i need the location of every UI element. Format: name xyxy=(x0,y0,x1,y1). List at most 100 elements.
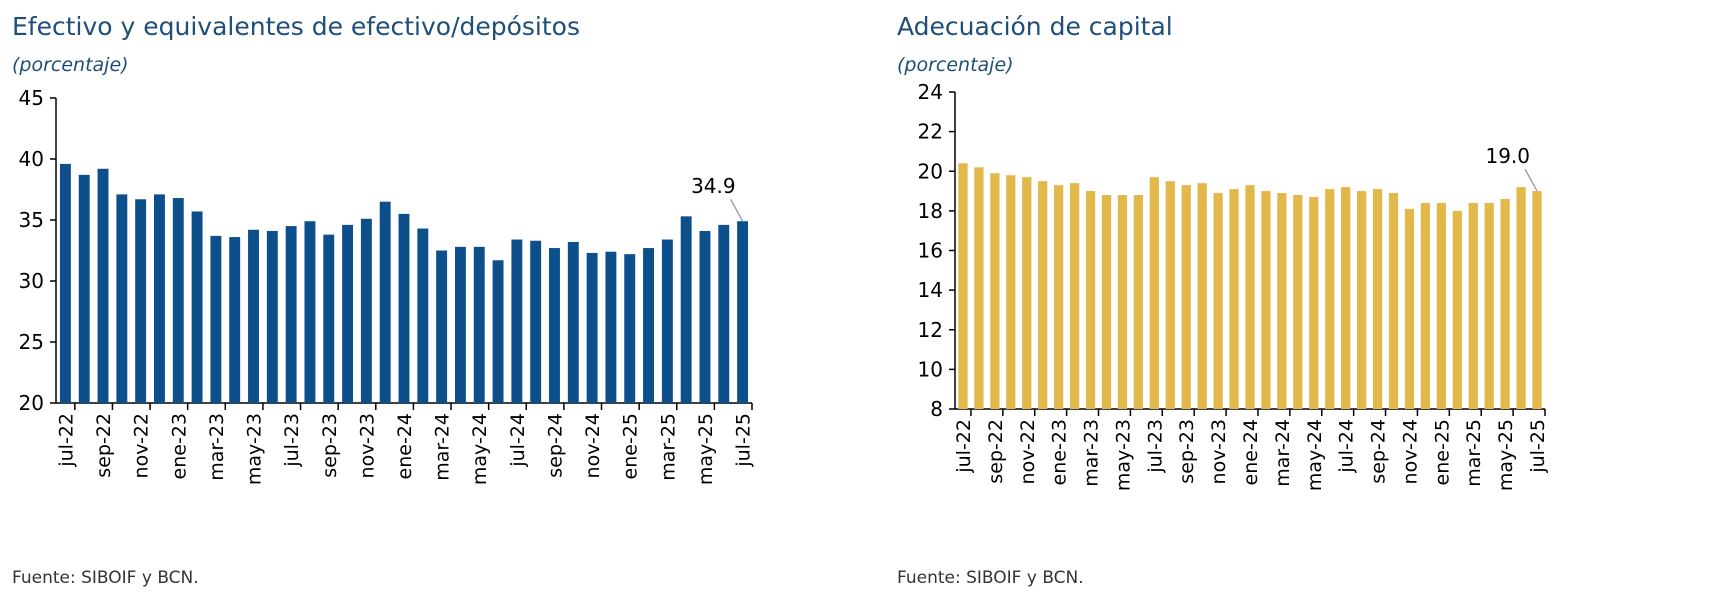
liquidity-x-tick-label: mar-23 xyxy=(206,413,228,481)
liquidity-bar-dic-22 xyxy=(154,194,165,403)
liquidity-annotation-leader xyxy=(730,198,744,222)
capital-bar-sep-24 xyxy=(1372,189,1383,409)
capital-bar-nov-23 xyxy=(1213,193,1223,409)
chart-title-capital: Adecuación de capital xyxy=(897,12,1173,41)
liquidity-bar-ago-24 xyxy=(530,240,542,403)
liquidity-bar-ene-24 xyxy=(398,213,410,403)
capital-x-tick-label: sep-23 xyxy=(1176,419,1198,484)
liquidity-bar-ene-25 xyxy=(624,254,636,403)
liquidity-bar-sep-23 xyxy=(323,234,335,403)
capital-bar-jun-24 xyxy=(1325,189,1335,409)
chart-subtitle-capital: (porcentaje) xyxy=(897,54,1014,76)
capital-x-tick-label: ene-25 xyxy=(1431,419,1453,485)
capital-bar-jul-25 xyxy=(1532,191,1542,409)
capital-bar-nov-24 xyxy=(1404,208,1415,409)
liquidity-bar-nov-24 xyxy=(586,252,598,403)
liquidity-annotation-label: 34.9 xyxy=(691,174,736,198)
liquidity-bar-oct-24 xyxy=(567,241,579,403)
liquidity-bar-ene-23 xyxy=(172,198,184,403)
liquidity-x-tick-label: jul-24 xyxy=(507,413,529,468)
liquidity-bar-feb-25 xyxy=(643,248,654,403)
liquidity-y-tick-label: 45 xyxy=(19,86,44,110)
capital-bar-oct-23 xyxy=(1197,183,1207,409)
liquidity-x-tick-label: mar-25 xyxy=(657,413,679,481)
liquidity-bar-dic-23 xyxy=(379,201,391,403)
liquidity-bar-oct-23 xyxy=(342,224,354,403)
capital-y-tick-label: 22 xyxy=(918,120,943,144)
capital-x-tick-label: may-24 xyxy=(1304,419,1326,491)
capital-y-tick-label: 20 xyxy=(918,159,943,183)
capital-annotation-label: 19.0 xyxy=(1485,144,1530,168)
liquidity-bar-jul-23 xyxy=(285,226,297,403)
liquidity-bar-mar-23 xyxy=(210,235,222,403)
capital-x-tick-label: jul-23 xyxy=(1144,419,1166,474)
liquidity-y-tick-label: 25 xyxy=(19,330,44,354)
capital-bar-dic-24 xyxy=(1420,202,1431,409)
capital-bar-nov-22 xyxy=(1022,177,1032,409)
liquidity-bar-may-25 xyxy=(699,230,711,403)
source-note-capital: Fuente: SIBOIF y BCN. xyxy=(897,568,1084,588)
liquidity-y-tick-label: 30 xyxy=(19,269,44,293)
capital-bar-ene-24 xyxy=(1245,185,1255,409)
liquidity-x-tick-label: jul-25 xyxy=(733,413,755,468)
capital-x-tick-label: sep-24 xyxy=(1368,419,1390,484)
liquidity-y-tick-label: 35 xyxy=(19,208,44,232)
capital-x-tick-label: nov-23 xyxy=(1208,419,1230,484)
liquidity-bar-abr-25 xyxy=(680,216,692,403)
liquidity-bar-jun-24 xyxy=(492,260,504,403)
capital-x-tick-label: ene-23 xyxy=(1049,419,1071,485)
capital-bar-abr-25 xyxy=(1484,202,1494,409)
liquidity-x-tick-label: sep-24 xyxy=(544,413,566,478)
liquidity-x-tick-label: sep-22 xyxy=(93,413,115,478)
capital-bar-abr-24 xyxy=(1293,195,1303,409)
liquidity-x-tick-label: jul-22 xyxy=(55,413,77,468)
capital-bar-jun-23 xyxy=(1133,195,1143,409)
liquidity-x-tick-label: ene-23 xyxy=(168,413,190,479)
capital-bar-may-25 xyxy=(1500,198,1510,409)
liquidity-bar-abr-24 xyxy=(454,246,466,403)
capital-bar-mar-25 xyxy=(1468,202,1478,409)
capital-annotation-leader xyxy=(1524,168,1538,192)
capital-x-tick-label: mar-25 xyxy=(1463,419,1485,487)
liquidity-x-tick-label: may-24 xyxy=(469,413,491,485)
capital-x-tick-label: ene-24 xyxy=(1240,419,1262,485)
bar-chart-liquidity: 20 25 30 35 40 45 jul-22 sep-22 nov-22 ene-23 mar-… xyxy=(19,86,755,485)
capital-bar-ago-24 xyxy=(1357,191,1367,409)
liquidity-bar-nov-22 xyxy=(135,199,147,403)
capital-bar-ene-25 xyxy=(1436,202,1446,409)
capital-bar-jul-24 xyxy=(1341,187,1351,409)
liquidity-bar-may-23 xyxy=(248,229,259,403)
liquidity-x-tick-label: nov-22 xyxy=(131,413,153,478)
capital-x-tick-label: jul-25 xyxy=(1527,419,1549,474)
liquidity-x-tick-label: mar-24 xyxy=(432,413,454,481)
capital-bar-feb-23 xyxy=(1069,183,1080,409)
liquidity-y-tick-label: 40 xyxy=(19,147,44,171)
capital-y-tick-label: 12 xyxy=(918,318,943,342)
liquidity-x-tick-label: may-23 xyxy=(244,413,266,485)
liquidity-bar-oct-22 xyxy=(116,194,128,403)
chart-title-liquidity: Efectivo y equivalentes de efectivo/depó… xyxy=(12,12,581,41)
liquidity-x-tick-label: jul-23 xyxy=(281,413,303,468)
capital-bar-feb-25 xyxy=(1452,210,1462,410)
liquidity-bar-abr-23 xyxy=(229,237,241,403)
capital-y-tick-label: 10 xyxy=(918,357,943,381)
liquidity-x-tick-label: ene-24 xyxy=(394,413,416,479)
capital-bar-ago-23 xyxy=(1165,181,1175,409)
capital-y-tick-label: 8 xyxy=(930,397,943,421)
capital-x-tick-label: jul-22 xyxy=(953,419,975,474)
liquidity-bar-may-24 xyxy=(473,246,485,403)
liquidity-bar-sep-22 xyxy=(97,168,109,403)
liquidity-x-tick-label: ene-25 xyxy=(620,413,642,479)
liquidity-bar-sep-24 xyxy=(549,248,560,403)
chart-panel-liquidity: Efectivo y equivalentes de efectivo/depó… xyxy=(12,12,755,588)
capital-bar-dic-23 xyxy=(1229,189,1239,409)
capital-x-tick-label: sep-22 xyxy=(985,419,1007,484)
liquidity-y-tick-label: 20 xyxy=(19,391,44,415)
capital-bar-sep-22 xyxy=(990,173,1000,409)
liquidity-bar-ago-22 xyxy=(78,174,90,403)
capital-bar-oct-24 xyxy=(1388,193,1399,409)
liquidity-bar-jun-25 xyxy=(718,224,730,403)
capital-bar-ago-22 xyxy=(974,167,984,409)
capital-y-tick-label: 18 xyxy=(918,199,943,223)
capital-bar-mar-23 xyxy=(1085,191,1096,409)
